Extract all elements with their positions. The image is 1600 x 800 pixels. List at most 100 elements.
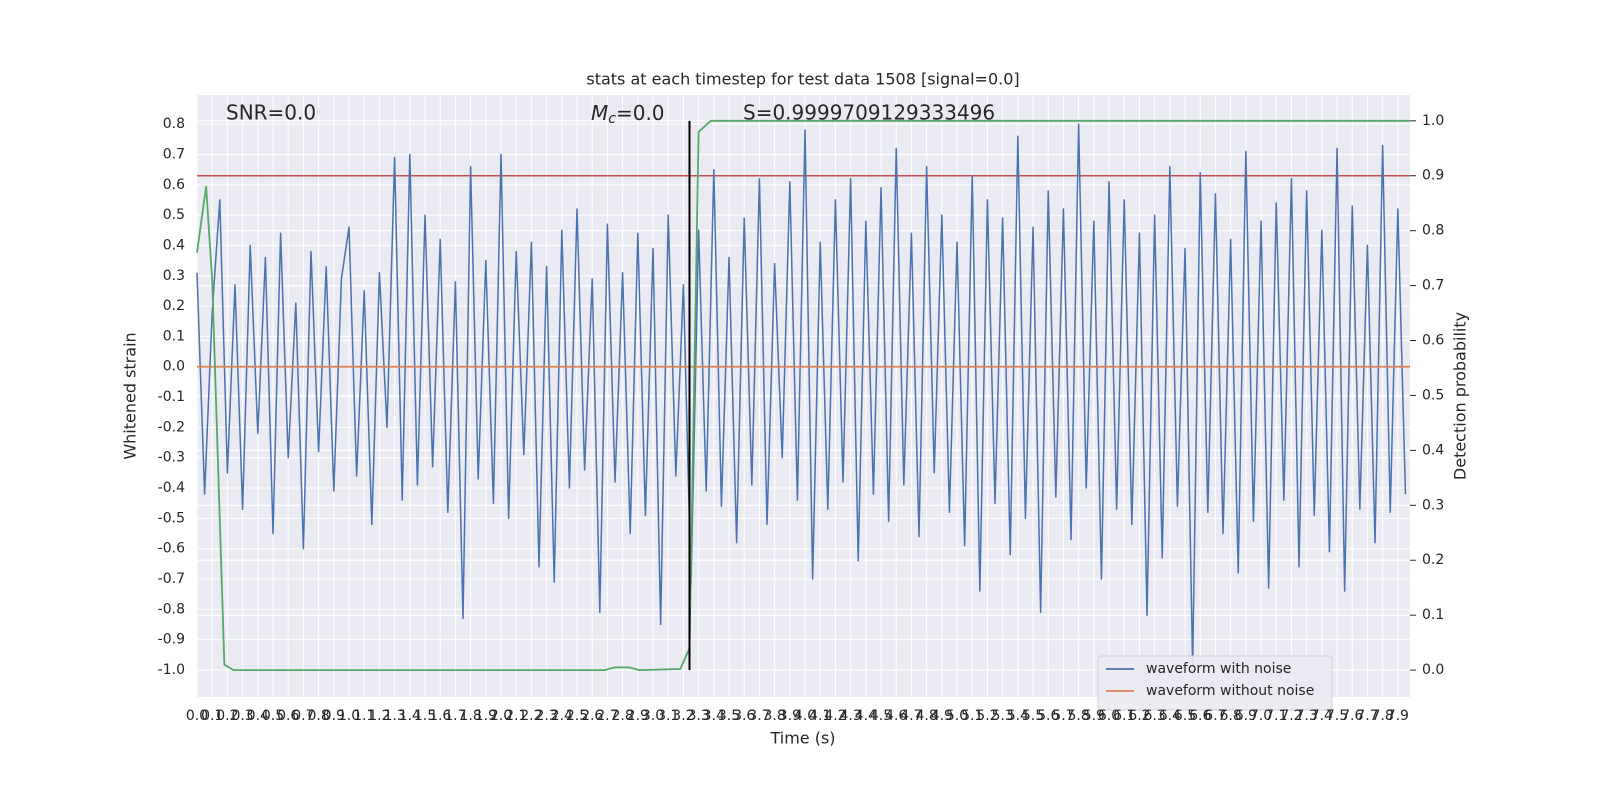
x-tick-label: 4.7 — [900, 708, 922, 724]
x-tick-label: 6.0 — [1098, 708, 1120, 724]
x-tick-label: 3.0 — [642, 708, 664, 724]
x-tick-label: 5.2 — [976, 708, 998, 724]
x-tick-label: 2.1 — [505, 708, 527, 724]
y2-axis-label: Detection probability — [1451, 312, 1470, 480]
x-tick-label: 0.2 — [216, 708, 238, 724]
annotation-subscript: c — [608, 111, 616, 127]
y-tick-label: -0.3 — [158, 450, 185, 466]
legend-label: waveform with noise — [1146, 661, 1291, 677]
x-tick-label: 5.1 — [961, 708, 983, 724]
x-tick-label: 1.8 — [459, 708, 481, 724]
x-tick-label: 6.5 — [1174, 708, 1196, 724]
x-tick-label: 0.6 — [277, 708, 299, 724]
x-tick-label: 3.3 — [687, 708, 709, 724]
annotation: Mc=0.0 — [591, 101, 665, 128]
x-tick-label: 0.0 — [186, 708, 208, 724]
x-tick-label: 4.2 — [824, 708, 846, 724]
x-tick-label: 4.8 — [915, 708, 937, 724]
x-tick-label: 1.5 — [414, 708, 436, 724]
x-tick-label: 1.6 — [429, 708, 451, 724]
x-tick-label: 5.3 — [991, 708, 1013, 724]
y-tick-label: 0.0 — [163, 359, 185, 375]
y-tick-label: 0.2 — [163, 298, 185, 314]
x-tick-label: 6.3 — [1143, 708, 1165, 724]
x-tick-label: 2.6 — [581, 708, 603, 724]
y-axis-label: Whitened strain — [121, 332, 140, 459]
y2-tick-label: 0.6 — [1422, 333, 1444, 349]
x-tick-label: 5.4 — [1007, 708, 1029, 724]
y2-tick-label: 0.8 — [1422, 223, 1444, 239]
x-tick-label: 1.0 — [338, 708, 360, 724]
x-tick-label: 7.6 — [1341, 708, 1363, 724]
x-tick-label: 5.5 — [1022, 708, 1044, 724]
x-tick-label: 2.8 — [611, 708, 633, 724]
x-tick-label: 4.1 — [809, 708, 831, 724]
x-tick-label: 7.0 — [1250, 708, 1272, 724]
x-tick-label: 6.8 — [1220, 708, 1242, 724]
x-tick-label: 2.4 — [551, 708, 573, 724]
y-tick-label: -0.4 — [158, 480, 185, 496]
y2-tick-label: 0.1 — [1422, 607, 1444, 623]
x-tick-label: 1.2 — [368, 708, 390, 724]
x-tick-label: 1.3 — [383, 708, 405, 724]
x-tick-label: 2.3 — [535, 708, 557, 724]
x-tick-label: 2.0 — [490, 708, 512, 724]
y2-tick-label: 0.9 — [1422, 168, 1444, 184]
x-tick-label: 4.9 — [931, 708, 953, 724]
x-tick-label: 7.8 — [1372, 708, 1394, 724]
series-line — [196, 119, 1410, 671]
x-tick-label: 7.3 — [1296, 708, 1318, 724]
y-tick-label: -1.0 — [158, 662, 185, 678]
x-tick-label: 2.7 — [596, 708, 618, 724]
series-line — [196, 123, 1407, 668]
x-tick-label: 6.4 — [1159, 708, 1181, 724]
y-tick-label: -0.7 — [158, 571, 185, 587]
y-tick-label: 0.6 — [163, 177, 185, 193]
y-tick-label: -0.6 — [158, 541, 185, 557]
x-tick-label: 7.1 — [1265, 708, 1287, 724]
x-tick-label: 3.9 — [779, 708, 801, 724]
x-tick-label: 1.4 — [399, 708, 421, 724]
annotation: S=0.9999709129333496 — [743, 101, 995, 125]
x-tick-label: 3.1 — [657, 708, 679, 724]
x-tick-label: 0.7 — [292, 708, 314, 724]
y-tick-label: 0.7 — [163, 146, 185, 162]
x-tick-label: 5.0 — [946, 708, 968, 724]
x-tick-label: 2.9 — [627, 708, 649, 724]
legend-label: waveform without noise — [1146, 683, 1314, 699]
y2-tick-label: 1.0 — [1422, 113, 1444, 129]
x-tick-label: 3.2 — [672, 708, 694, 724]
x-tick-label: 7.7 — [1356, 708, 1378, 724]
chart-title: stats at each timestep for test data 150… — [586, 70, 1019, 89]
x-tick-label: 1.7 — [444, 708, 466, 724]
annotation-symbol: M — [591, 101, 608, 125]
y-tick-label: -0.2 — [158, 419, 185, 435]
x-tick-label: 6.6 — [1189, 708, 1211, 724]
x-tick-label: 7.9 — [1387, 708, 1409, 724]
x-tick-label: 5.8 — [1067, 708, 1089, 724]
y2-tick-label: 0.0 — [1422, 662, 1444, 678]
y2-tick-label: 0.3 — [1422, 497, 1444, 513]
x-tick-label: 4.5 — [870, 708, 892, 724]
x-tick-label: 1.9 — [475, 708, 497, 724]
x-tick-label: 6.2 — [1128, 708, 1150, 724]
x-tick-label: 3.6 — [733, 708, 755, 724]
x-tick-label: 4.0 — [794, 708, 816, 724]
x-tick-label: 0.4 — [247, 708, 269, 724]
x-tick-label: 6.1 — [1113, 708, 1135, 724]
y2-tick-label: 0.2 — [1422, 552, 1444, 568]
x-tick-label: 0.1 — [201, 708, 223, 724]
x-tick-label: 3.4 — [703, 708, 725, 724]
x-tick-label: 0.3 — [231, 708, 253, 724]
x-tick-label: 5.6 — [1037, 708, 1059, 724]
x-tick-label: 6.9 — [1235, 708, 1257, 724]
y-tick-label: 0.5 — [163, 207, 185, 223]
y-tick-label: 0.4 — [163, 237, 185, 253]
x-tick-label: 7.2 — [1280, 708, 1302, 724]
x-tick-label: 5.9 — [1083, 708, 1105, 724]
x-tick-label: 2.5 — [566, 708, 588, 724]
y-tick-label: 0.1 — [163, 328, 185, 344]
y2-tick-label: 0.5 — [1422, 387, 1444, 403]
